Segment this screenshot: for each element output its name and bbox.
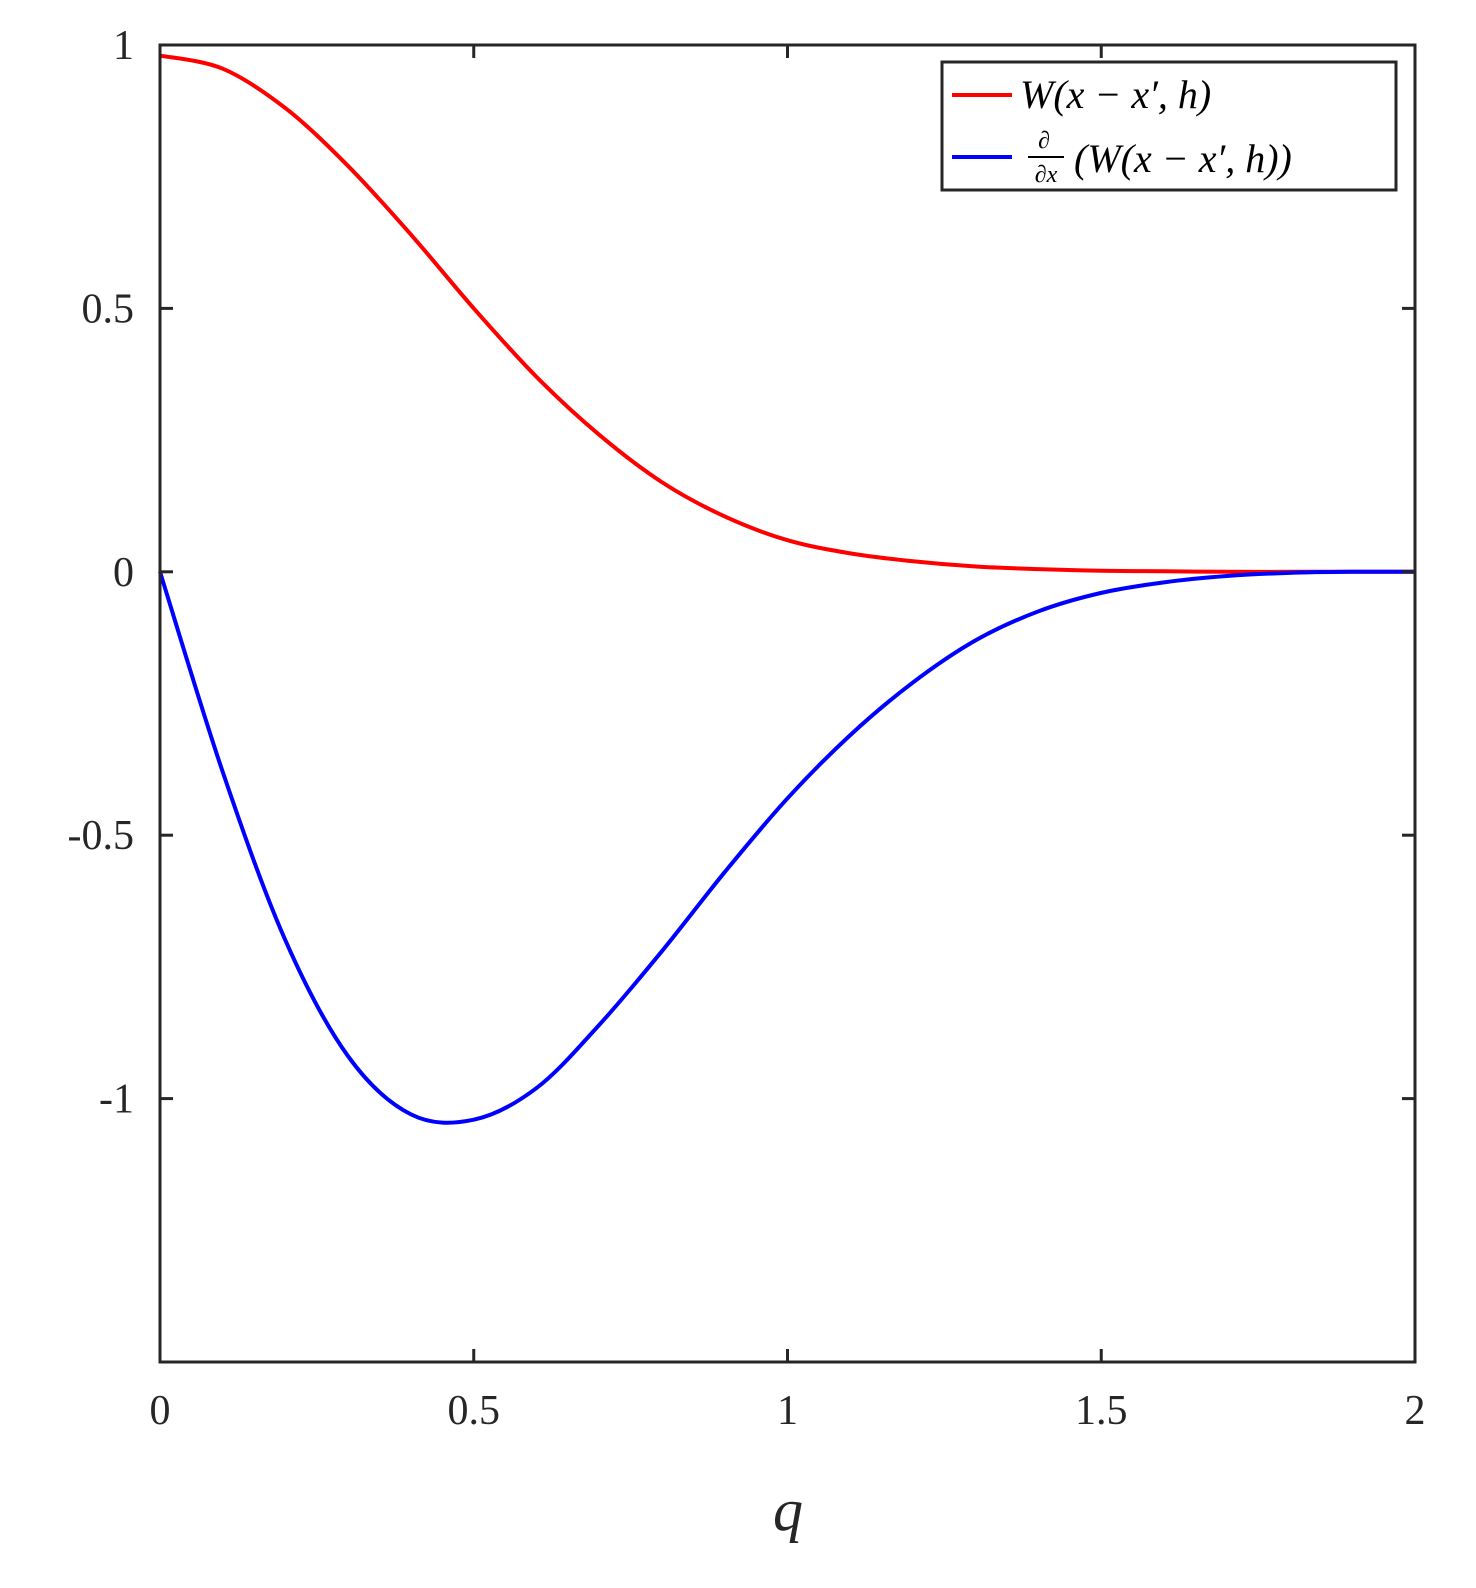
series-layer <box>158 53 1416 1125</box>
x-axis-label: q <box>773 1477 803 1543</box>
series-line-2 <box>158 569 1416 1125</box>
y-tick-label-0: 1 <box>113 23 134 69</box>
y-tick-label-1: 0.5 <box>82 286 135 332</box>
legend-box <box>940 60 1398 192</box>
fraction-denominator: ∂x <box>1035 162 1058 188</box>
y-tick-label-2: 0 <box>113 550 134 596</box>
y-tick-label-3: -0.5 <box>68 813 135 859</box>
tick-layer: 0 0.5 1 1.5 2 1 0.5 0 -0.5 -1 <box>68 23 1426 1434</box>
legend: W(x − x′, h) ∂ ∂x (W(x − x′, h)) <box>940 60 1398 192</box>
x-tick-label-2: 1 <box>777 1388 798 1434</box>
legend-label-1: W(x − x′, h) <box>1020 72 1211 117</box>
x-tick-label-4: 2 <box>1405 1388 1426 1434</box>
x-tick-label-3: 1.5 <box>1075 1388 1128 1434</box>
legend-derivative-fraction: ∂ ∂x <box>1028 128 1064 188</box>
series-line-1 <box>159 53 1415 574</box>
x-tick-label-0: 0 <box>150 1388 171 1434</box>
fraction-numerator: ∂ <box>1038 128 1050 154</box>
x-tick-label-1: 0.5 <box>448 1388 501 1434</box>
legend-label-2: (W(x − x′, h)) <box>1074 136 1292 181</box>
plot-background <box>160 45 1415 1362</box>
y-tick-label-4: -1 <box>99 1077 134 1123</box>
